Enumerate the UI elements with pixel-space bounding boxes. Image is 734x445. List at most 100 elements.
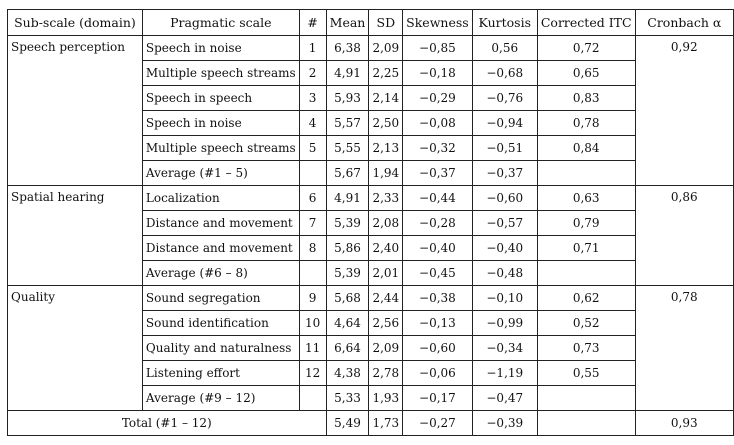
table-row: Quality Sound segregation 9 5,68 2,44 −0,38 −0… bbox=[7, 285, 734, 411]
alpha-cell: 0,92 bbox=[634, 35, 734, 186]
mean-cell: 4,91 bbox=[325, 185, 370, 211]
number-cell: 1 bbox=[298, 35, 327, 61]
number-cell: 3 bbox=[298, 85, 327, 111]
scale-cell: Localization bbox=[141, 185, 300, 211]
sd-cell: 2,50 bbox=[368, 110, 404, 136]
number-cell: 2 bbox=[298, 60, 327, 86]
mean-cell: 5,39 bbox=[325, 260, 370, 286]
itc-cell: 0,62 bbox=[536, 285, 636, 311]
skewness-cell: −0,45 bbox=[402, 260, 473, 286]
number-cell: 11 bbox=[298, 335, 327, 361]
scale-cell: Speech in speech bbox=[141, 85, 300, 111]
kurtosis-cell: 0,56 bbox=[471, 35, 538, 61]
scale-cell: Listening effort bbox=[141, 360, 300, 386]
skewness-cell: −0,32 bbox=[402, 135, 473, 161]
sd-cell: 2,13 bbox=[368, 135, 404, 161]
mean-cell: 5,39 bbox=[325, 210, 370, 236]
mean-cell: 5,55 bbox=[325, 135, 370, 161]
mean-cell: 5,68 bbox=[325, 285, 370, 311]
skewness-cell: −0,60 bbox=[402, 335, 473, 361]
skewness-cell: −0,29 bbox=[402, 85, 473, 111]
header-scale: Pragmatic scale bbox=[141, 9, 300, 36]
skewness-cell: −0,27 bbox=[402, 410, 473, 436]
number-cell: 10 bbox=[298, 310, 327, 336]
skewness-cell: −0,17 bbox=[402, 385, 473, 411]
sd-cell: 2,40 bbox=[368, 235, 404, 261]
header-skewness: Skewness bbox=[402, 9, 473, 36]
kurtosis-cell: −1,19 bbox=[471, 360, 538, 386]
sd-cell: 1,93 bbox=[368, 385, 404, 411]
scale-cell: Speech in noise bbox=[141, 110, 300, 136]
number-cell bbox=[298, 160, 327, 186]
mean-cell: 4,91 bbox=[325, 60, 370, 86]
kurtosis-cell: −0,76 bbox=[471, 85, 538, 111]
table-row: Average (#9 – 12) 5,33 1,93 −0,17 −0,47 bbox=[8, 385, 734, 411]
domain-cell: Speech perception bbox=[7, 35, 143, 186]
kurtosis-cell: −0,37 bbox=[471, 160, 538, 186]
statistics-table: Sub-scale (domain) Pragmatic scale # Mea… bbox=[7, 9, 734, 436]
mean-cell: 6,64 bbox=[325, 335, 370, 361]
domain-cell: Spatial hearing bbox=[7, 185, 143, 286]
alpha-cell: 0,78 bbox=[634, 285, 734, 411]
number-cell bbox=[298, 385, 327, 411]
mean-cell: 5,33 bbox=[325, 385, 370, 411]
mean-cell: 5,67 bbox=[325, 160, 370, 186]
mean-cell: 5,86 bbox=[325, 235, 370, 261]
itc-cell: 0,63 bbox=[536, 185, 636, 211]
table-row: Quality and naturalness 11 6,64 2,09 −0,60 −0… bbox=[8, 335, 734, 361]
scale-cell: Multiple speech streams bbox=[141, 60, 300, 86]
header-number: # bbox=[298, 9, 327, 36]
mean-cell: 6,38 bbox=[325, 35, 370, 61]
header-itc: Corrected ITC bbox=[536, 9, 636, 36]
mean-cell: 5,57 bbox=[325, 110, 370, 136]
skewness-cell: −0,08 bbox=[402, 110, 473, 136]
sd-cell: 2,09 bbox=[368, 335, 404, 361]
header-domain: Sub-scale (domain) bbox=[7, 9, 143, 36]
kurtosis-cell: −0,40 bbox=[471, 235, 538, 261]
kurtosis-cell: −0,60 bbox=[471, 185, 538, 211]
sd-cell: 2,33 bbox=[368, 185, 404, 211]
number-cell: 7 bbox=[298, 210, 327, 236]
number-cell: 8 bbox=[298, 235, 327, 261]
skewness-cell: −0,85 bbox=[402, 35, 473, 61]
scale-cell: Average (#1 – 5) bbox=[141, 160, 300, 186]
alpha-cell: 0,86 bbox=[634, 185, 734, 286]
header-mean: Mean bbox=[325, 9, 370, 36]
sd-cell: 2,56 bbox=[368, 310, 404, 336]
sd-cell: 2,44 bbox=[368, 285, 404, 311]
table-row: Listening effort 12 4,38 2,78 −0,06 −1,19 0,55 bbox=[8, 360, 734, 386]
mean-cell: 4,64 bbox=[325, 310, 370, 336]
itc-cell: 0,79 bbox=[536, 210, 636, 236]
kurtosis-cell: −0,47 bbox=[471, 385, 538, 411]
table-row: Distance and movement 7 5,39 2,08 −0,28 −0,57… bbox=[8, 210, 734, 236]
table-row: Average (#6 – 8) 5,39 2,01 −0,45 −0,48 bbox=[8, 260, 734, 286]
mean-cell: 4,38 bbox=[325, 360, 370, 386]
scale-cell: Distance and movement bbox=[141, 235, 300, 261]
alpha-cell: 0,93 bbox=[634, 410, 734, 436]
table-row: Distance and movement 8 5,86 2,40 −0,40 −0,40… bbox=[8, 235, 734, 261]
skewness-cell: −0,40 bbox=[402, 235, 473, 261]
itc-cell bbox=[536, 260, 636, 286]
number-cell: 6 bbox=[298, 185, 327, 211]
header-sd: SD bbox=[368, 9, 404, 36]
scale-cell: Quality and naturalness bbox=[141, 335, 300, 361]
kurtosis-cell: −0,48 bbox=[471, 260, 538, 286]
itc-cell: 0,65 bbox=[536, 60, 636, 86]
table-row: Multiple speech streams 2 4,91 2,25 −0,18 −0,… bbox=[8, 60, 734, 86]
itc-cell: 0,73 bbox=[536, 335, 636, 361]
itc-cell: 0,71 bbox=[536, 235, 636, 261]
skewness-cell: −0,38 bbox=[402, 285, 473, 311]
sd-cell: 2,78 bbox=[368, 360, 404, 386]
kurtosis-cell: −0,68 bbox=[471, 60, 538, 86]
kurtosis-cell: −0,51 bbox=[471, 135, 538, 161]
number-cell: 4 bbox=[298, 110, 327, 136]
scale-cell: Sound segregation bbox=[141, 285, 300, 311]
skewness-cell: −0,06 bbox=[402, 360, 473, 386]
itc-cell: 0,83 bbox=[536, 85, 636, 111]
skewness-cell: −0,18 bbox=[402, 60, 473, 86]
number-cell: 9 bbox=[298, 285, 327, 311]
sd-cell: 2,08 bbox=[368, 210, 404, 236]
sd-cell: 1,94 bbox=[368, 160, 404, 186]
kurtosis-cell: −0,99 bbox=[471, 310, 538, 336]
